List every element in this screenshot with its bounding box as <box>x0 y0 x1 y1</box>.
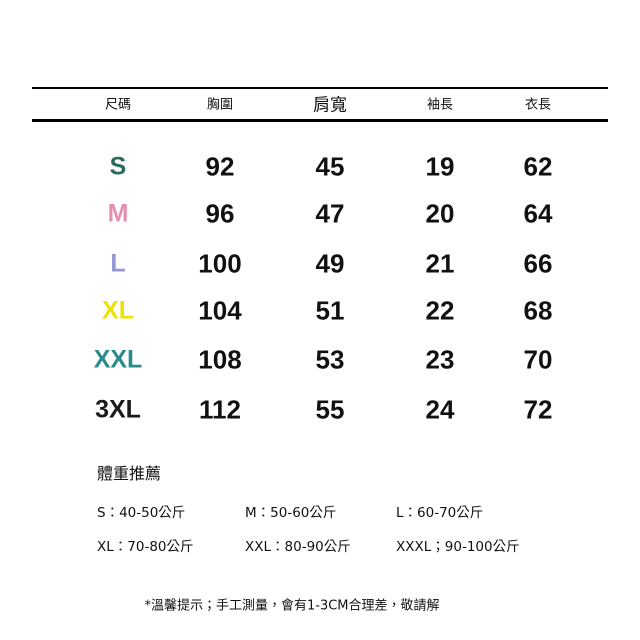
weight-item: XXL：80-90公斤 <box>245 539 351 555</box>
measure-cell: 62 <box>523 151 553 182</box>
measure-cell: 53 <box>315 344 345 375</box>
header-cell: 衣長 <box>524 97 552 113</box>
measure-cell: 92 <box>205 151 235 182</box>
measure-cell: 104 <box>198 295 242 326</box>
measure-cell: 100 <box>198 248 242 279</box>
measure-cell: 47 <box>315 198 345 229</box>
measure-cell: 21 <box>425 248 455 279</box>
header-cell: 袖長 <box>426 97 454 113</box>
weight-item: XXXL；90-100公斤 <box>396 539 520 555</box>
measure-cell: 96 <box>205 198 235 229</box>
header-bottom-rule <box>32 119 608 122</box>
size-label: S <box>109 152 127 181</box>
measure-cell: 66 <box>523 248 553 279</box>
measure-cell: 49 <box>315 248 345 279</box>
size-label: 3XL <box>95 395 141 424</box>
weight-item: S：40-50公斤 <box>97 505 186 521</box>
note: *溫馨提示；手工測量，會有1-3CM合理差，敬請解 <box>144 598 440 614</box>
measure-cell: 64 <box>523 198 553 229</box>
measure-cell: 22 <box>425 295 455 326</box>
weight-item: L：60-70公斤 <box>396 505 484 521</box>
size-label: L <box>110 249 126 278</box>
measure-cell: 72 <box>523 394 553 425</box>
measure-cell: 20 <box>425 198 455 229</box>
weight-title: 體重推薦 <box>97 464 162 483</box>
measure-cell: 68 <box>523 295 553 326</box>
measure-cell: 24 <box>425 394 455 425</box>
header-cell: 肩寬 <box>313 95 347 116</box>
measure-cell: 70 <box>523 344 553 375</box>
measure-cell: 108 <box>198 344 242 375</box>
size-label: XL <box>102 296 134 325</box>
measure-cell: 23 <box>425 344 455 375</box>
measure-cell: 45 <box>315 151 345 182</box>
measure-cell: 55 <box>315 394 345 425</box>
size-label: M <box>107 199 129 228</box>
measure-cell: 19 <box>425 151 455 182</box>
header-top-rule <box>32 87 608 89</box>
weight-item: XL：70-80公斤 <box>97 539 194 555</box>
header-cell: 胸圍 <box>206 97 234 113</box>
size-label: XXL <box>93 345 143 374</box>
header-cell: 尺碼 <box>104 97 132 113</box>
measure-cell: 112 <box>199 394 241 425</box>
weight-item: M：50-60公斤 <box>245 505 337 521</box>
measure-cell: 51 <box>315 295 345 326</box>
